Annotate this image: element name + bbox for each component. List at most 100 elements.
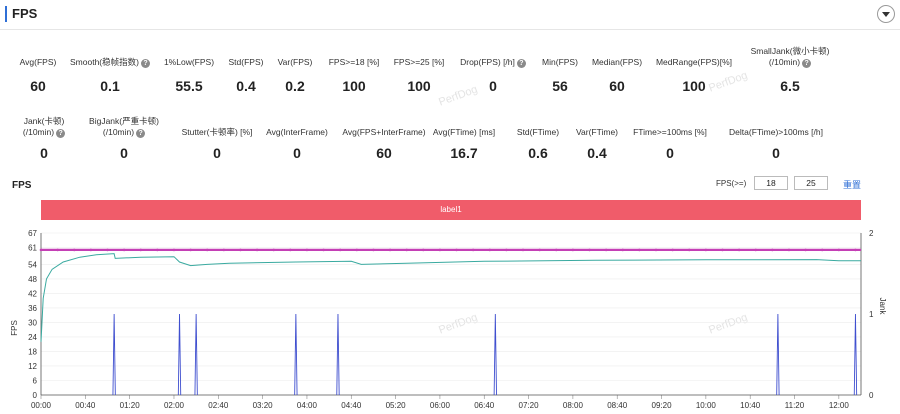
- fps-marker: [272, 248, 276, 252]
- fps-marker: [804, 248, 807, 252]
- x-tick-label: 02:00: [164, 401, 185, 410]
- metric-value: 0.6: [528, 145, 548, 161]
- fps-marker: [322, 248, 325, 252]
- metric-value: 60: [609, 78, 625, 94]
- metric-metrics_row1-1: Smooth(稳帧指数)? 0.1: [50, 57, 170, 94]
- question-circle-icon[interactable]: ?: [516, 59, 526, 68]
- question-circle-icon[interactable]: ?: [140, 59, 150, 68]
- metric-metrics_row2-1: BigJank(严重卡顿) (/10min)? 0: [64, 116, 184, 161]
- metric-label: Jank(卡顿): [23, 116, 65, 126]
- metric-label: Avg(FPS): [19, 57, 57, 67]
- metric-label: BigJank(严重卡顿): [89, 116, 159, 126]
- x-tick-label: 09:20: [652, 401, 673, 410]
- fps-marker: [704, 248, 708, 252]
- metric-label: Avg(FPS+InterFrame): [342, 127, 426, 137]
- metric-value: 0: [489, 78, 497, 94]
- fps-marker: [854, 248, 857, 252]
- metric-metrics_row2-7: Var(FTime) 0.4: [537, 127, 657, 161]
- fps-marker: [737, 248, 741, 252]
- metric-value: 100: [682, 78, 706, 94]
- fps-marker: [754, 248, 758, 252]
- panel-title: FPS: [12, 6, 38, 21]
- jank-spike: [493, 313, 497, 396]
- metric-label: FTime>=100ms [%]: [633, 127, 707, 137]
- fps-marker: [471, 248, 475, 252]
- metric-value: 0.1: [100, 78, 120, 94]
- metric-label: 1%Low(FPS): [163, 57, 215, 67]
- metric-value: 16.7: [450, 145, 478, 161]
- metric-value: 0: [120, 145, 128, 161]
- fps-marker: [305, 248, 309, 252]
- x-tick-label: 10:00: [696, 401, 717, 410]
- fps-marker: [638, 248, 641, 252]
- metric-label: Std(FTime): [516, 127, 560, 137]
- x-tick-label: 11:20: [785, 401, 805, 410]
- metric-value: 60: [376, 145, 392, 161]
- y2-tick-label: 1: [869, 310, 874, 319]
- x-tick-label: 07:20: [519, 401, 540, 410]
- x-tick-label: 10:40: [740, 401, 761, 410]
- fps-marker: [621, 248, 625, 252]
- fps-marker: [405, 248, 408, 252]
- metric-label: Var(FPS): [277, 57, 313, 67]
- reset-link[interactable]: 重置: [843, 180, 862, 190]
- metric-metrics_row1-7: Drop(FPS) [/h]? 0: [433, 57, 553, 94]
- metric-value: 60: [30, 78, 46, 94]
- fps-marker: [588, 248, 591, 252]
- metric-value: 100: [342, 78, 366, 94]
- jank-spike: [336, 313, 340, 396]
- x-tick-label: 02:40: [208, 401, 229, 410]
- y-tick-label: 0: [33, 391, 38, 400]
- fps-marker: [172, 248, 176, 252]
- threshold-label: FPS(>=): [716, 179, 747, 188]
- metric-label: Avg(InterFrame): [266, 127, 328, 137]
- jank-spike: [112, 313, 116, 396]
- metric-value: 0: [213, 145, 221, 161]
- fps-marker: [571, 248, 575, 252]
- fps-marker: [771, 248, 774, 252]
- metric-label: FPS>=18 [%]: [328, 57, 380, 67]
- fps-marker: [455, 248, 458, 252]
- label-band[interactable]: label1: [41, 200, 861, 220]
- fps-marker: [106, 248, 109, 252]
- metric-metrics_row1-0: Avg(FPS) 60: [0, 57, 98, 94]
- metric-metrics_row2-5: Avg(FTime) [ms] 16.7: [404, 127, 524, 161]
- x-tick-label: 00:00: [31, 401, 52, 410]
- x-tick-label: 05:20: [386, 401, 407, 410]
- y-tick-label: 24: [28, 333, 37, 342]
- metric-label: Std(FPS): [228, 57, 264, 67]
- fps-marker: [255, 248, 259, 252]
- jank-spike: [776, 313, 780, 396]
- fps-marker: [239, 248, 242, 252]
- jank-spike: [177, 313, 182, 396]
- fps-marker: [56, 248, 59, 252]
- threshold-input-1[interactable]: 18: [754, 176, 788, 190]
- y-tick-label: 42: [28, 289, 37, 298]
- title-accent-bar: [5, 6, 7, 22]
- metric-label: Avg(FTime) [ms]: [432, 127, 496, 137]
- metric-label: Smooth(稳帧指数)?: [50, 57, 170, 68]
- fps-marker: [820, 248, 824, 252]
- y-tick-label: 48: [28, 275, 37, 284]
- threshold-input-2[interactable]: 25: [794, 176, 828, 190]
- metric-metrics_row1-11: SmallJank(微小卡顿) (/10min)? 6.5: [730, 46, 850, 94]
- metric-metrics_row1-8: Min(FPS) 56: [500, 57, 620, 94]
- fps-marker: [139, 248, 143, 252]
- question-circle-icon[interactable]: ?: [136, 129, 146, 138]
- x-tick-label: 03:20: [253, 401, 274, 410]
- metric-value: 0: [40, 145, 48, 161]
- fps-marker: [488, 248, 492, 252]
- fps-marker: [421, 248, 425, 252]
- fps-marker: [205, 248, 209, 252]
- metric-metrics_row1-10: MedRange(FPS)[%] 100: [634, 57, 754, 94]
- question-circle-icon[interactable]: ?: [802, 59, 812, 68]
- metric-value: 6.5: [780, 78, 800, 94]
- question-circle-icon[interactable]: ?: [56, 129, 66, 138]
- metric-value: 0: [293, 145, 301, 161]
- chevron-down-icon[interactable]: [877, 5, 895, 23]
- y-axis-label-right: Jank: [878, 298, 887, 316]
- y-tick-label: 6: [33, 376, 38, 385]
- fps-marker: [671, 248, 674, 252]
- fps-marker: [438, 248, 442, 252]
- x-tick-label: 00:40: [75, 401, 96, 410]
